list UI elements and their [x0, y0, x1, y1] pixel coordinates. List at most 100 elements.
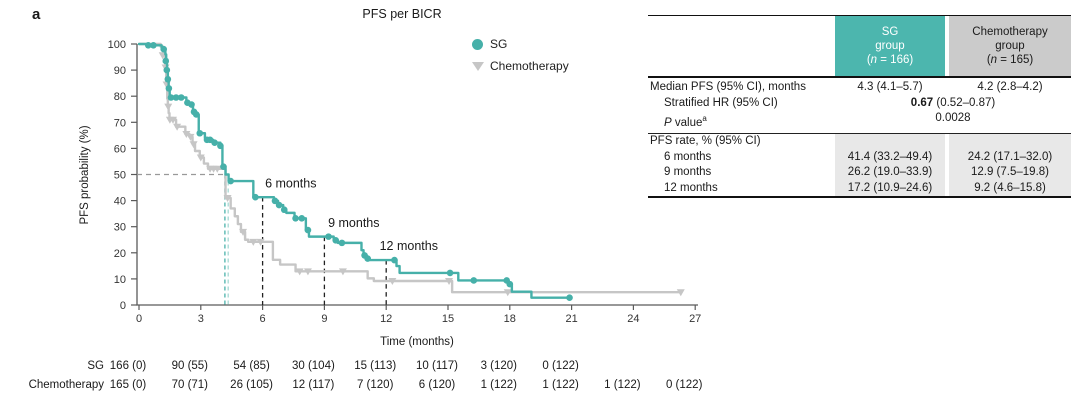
sg-censor-marker [220, 163, 227, 170]
risk-row-label-chemotherapy: Chemotherapy [28, 379, 104, 391]
y-tick-label: 50 [114, 170, 126, 182]
pfs-rate-label: PFS rate, % (95% CI) [650, 135, 761, 148]
pfs-rate-header-row: PFS rate, % (95% CI) [648, 134, 1071, 150]
sg-censor-marker [160, 45, 168, 53]
sg-censor-marker [391, 256, 398, 264]
risk-count: 0 (122) [665, 379, 703, 391]
sg-censor-marker [566, 294, 573, 301]
legend: SG Chemotherapy [472, 33, 569, 77]
chemotherapy-censor-marker [196, 154, 205, 162]
chemotherapy-censor-marker [445, 277, 454, 285]
km-plot: PFS per BICR 0 10 20 30 40 50 60 70 80 90 100 0 3 6 9 12… [79, 7, 701, 348]
x-tick-label: 15 [442, 313, 454, 325]
risk-row-label-sg: SG [87, 360, 104, 372]
sg-censor-marker [211, 139, 218, 146]
sg-censor-marker [164, 75, 172, 83]
sg-censor-marker [217, 142, 224, 150]
sg-censor-marker [332, 236, 340, 244]
p-value-row: P valuea 0.0028 [648, 111, 1071, 133]
stratified-hr-row: Stratified HR (95% CI) 0.67 (0.52–0.87) [648, 96, 1071, 112]
y-tick-label: 80 [114, 91, 126, 103]
chemotherapy-censor-marker [189, 141, 198, 149]
panel-label: a [32, 6, 41, 23]
risk-count: 10 (117) [416, 360, 458, 372]
pfs-rate-9mo-row: 9 months 26.2 (19.0–33.9) 12.9 (7.5–19.8… [648, 165, 1071, 181]
sg-censor-marker [163, 66, 171, 74]
chart-title: PFS per BICR [362, 7, 441, 21]
x-tick-label: 9 [321, 313, 327, 325]
rate-6mo-sg: 41.4 (33.2–49.4) [835, 149, 945, 166]
risk-count: 1 (122) [542, 379, 579, 391]
rate-12mo-sg: 17.2 (10.9–24.6) [835, 180, 945, 197]
sg-censor-marker [150, 42, 157, 49]
risk-count: 54 (85) [233, 360, 270, 372]
chemotherapy-censor-marker [186, 133, 195, 141]
y-tick-label: 60 [114, 143, 126, 155]
stratified-hr-value: 0.67 (0.52–0.87) [910, 96, 996, 109]
time-annotation: 6 months [265, 177, 316, 191]
x-tick-label: 0 [136, 313, 142, 325]
y-tick-label: 20 [114, 248, 126, 260]
sg-censor-marker [280, 206, 288, 214]
risk-count: 7 (120) [356, 379, 394, 391]
sg-censor-marker [162, 57, 170, 65]
risk-count: 166 (0) [109, 360, 147, 372]
risk-count: 1 (122) [604, 379, 641, 391]
chemotherapy-censor-marker [388, 277, 397, 285]
chemotherapy-censor-marker [338, 268, 347, 276]
sg-censor-marker [196, 129, 204, 137]
y-tick-label: 40 [114, 196, 126, 208]
chemotherapy-triangle-icon [472, 61, 484, 71]
stratified-hr-label: Stratified HR (95% CI) [664, 96, 778, 109]
sg-censor-marker [167, 94, 175, 101]
risk-count: 0 (122) [542, 360, 579, 372]
x-tick-label: 3 [198, 313, 204, 325]
sg-censor-marker [172, 94, 180, 101]
chemotherapy-censor-marker [223, 194, 232, 202]
chemotherapy-censor-marker [182, 131, 191, 139]
stats-header-empty-cell [648, 16, 835, 76]
chemotherapy-censor-marker [213, 165, 222, 173]
chemotherapy-censor-marker [249, 238, 258, 246]
chemotherapy-censor-marker [503, 289, 512, 297]
median-pfs-label: Median PFS (95% CI), months [650, 81, 806, 93]
sg-group-header: SG group (n = 166) [835, 16, 945, 76]
median-pfs-sg-value: 4.3 (4.1–5.7) [857, 81, 923, 93]
risk-count: 1 (122) [480, 379, 518, 391]
chemotherapy-censor-marker [256, 238, 265, 246]
time-annotation: 9 months [328, 216, 379, 230]
pfs-rate-section: PFS rate, % (95% CI) 6 months 41.4 (33.2… [648, 133, 1071, 199]
time-annotation: 12 months [380, 239, 438, 253]
risk-count: 15 (113) [354, 360, 397, 372]
rate-6mo-chemo: 24.2 (17.1–32.0) [949, 149, 1071, 166]
sg-censor-marker [165, 85, 173, 92]
y-axis-label: PFS probability (%) [79, 125, 91, 224]
sg-censor-marker [252, 193, 259, 201]
risk-count: 6 (120) [418, 379, 456, 391]
sg-censor-marker [364, 255, 371, 262]
sg-censor-marker [192, 111, 200, 118]
sg-censor-marker [446, 269, 454, 277]
x-axis-label: Time (months) [380, 336, 454, 348]
chemotherapy-censor-marker [173, 123, 182, 131]
chemotherapy-censor-marker [239, 228, 248, 236]
chemotherapy-censor-marker [676, 289, 685, 297]
legend-item-sg: SG [472, 33, 569, 55]
rate-9mo-sg: 26.2 (19.0–33.9) [835, 165, 945, 181]
legend-item-chemotherapy: Chemotherapy [472, 55, 569, 77]
chemotherapy-censor-marker [295, 268, 304, 276]
x-tick-label: 21 [565, 313, 577, 325]
sg-censor-marker [470, 277, 478, 284]
pfs-rate-6mo-row: 6 months 41.4 (33.2–49.4) 24.2 (17.1–32.… [648, 149, 1071, 166]
sg-censor-marker [177, 94, 185, 101]
chemotherapy-censor-marker [164, 103, 173, 111]
sg-censor-marker [304, 226, 312, 234]
x-tick-label: 6 [260, 313, 266, 325]
risk-count: 165 (0) [109, 379, 147, 391]
rate-9mo-chemo: 12.9 (7.5–19.8) [949, 165, 1071, 181]
chemotherapy-censor-marker [303, 268, 312, 276]
rate-12mo-chemo: 9.2 (4.6–15.8) [949, 180, 1071, 197]
p-value: 0.0028 [935, 112, 971, 124]
sg-curve [137, 42, 571, 299]
